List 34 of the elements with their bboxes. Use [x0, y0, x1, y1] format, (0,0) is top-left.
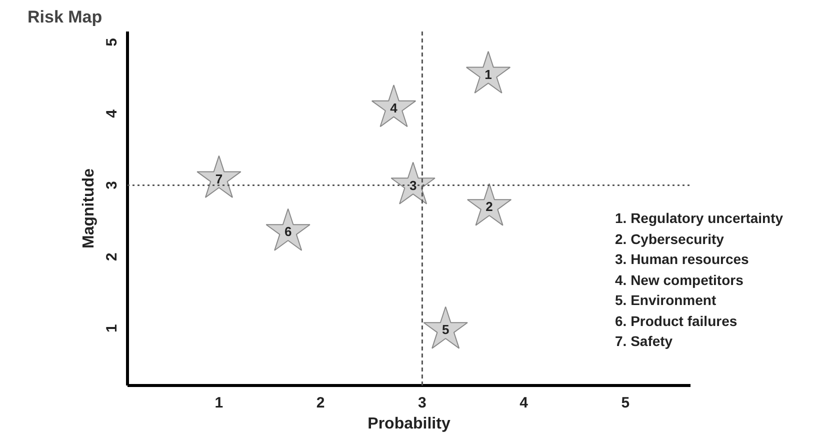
x-tick-label: 3: [418, 394, 426, 412]
x-tick-label: 4: [520, 394, 529, 412]
point: [196, 155, 242, 198]
annotation: 3. Human resources: [615, 250, 750, 269]
annotation: 5: [442, 322, 450, 338]
annotation: 5. Environment: [615, 291, 718, 310]
annotation: 6. Product failures: [615, 312, 738, 330]
x-tick-label: 1: [214, 394, 224, 412]
point: [466, 183, 512, 226]
y-axis-title: Magnitude: [80, 168, 98, 248]
x-axis-title: Probability: [368, 416, 450, 432]
annotation: 6: [284, 224, 292, 240]
annotation: 7: [215, 171, 223, 186]
point: [266, 208, 310, 251]
y-tick-label: 3: [104, 181, 120, 190]
point: [466, 50, 511, 94]
y-tick-label: 2: [104, 252, 120, 261]
x-tick-label: 5: [621, 394, 630, 412]
annotation: 7. Safety: [615, 332, 674, 351]
y-tick-label: 5: [104, 38, 120, 46]
x-tick-label: 2: [316, 394, 325, 412]
point: [390, 162, 436, 204]
annotation: 2: [486, 199, 493, 214]
annotation: 4. New competitors: [615, 270, 744, 290]
point: [423, 306, 468, 349]
chart-title: Risk Map: [28, 8, 102, 26]
annotation: 3: [409, 178, 417, 193]
annotation: 4: [390, 100, 398, 116]
point: [371, 84, 416, 128]
annotation: 1: [484, 66, 492, 82]
annotation: 2. Cybersecurity: [615, 230, 725, 249]
y-tick-label: 1: [104, 324, 120, 332]
y-tick-label: 4: [104, 108, 120, 118]
annotation: 1. Regulatory uncertainty: [615, 209, 784, 228]
